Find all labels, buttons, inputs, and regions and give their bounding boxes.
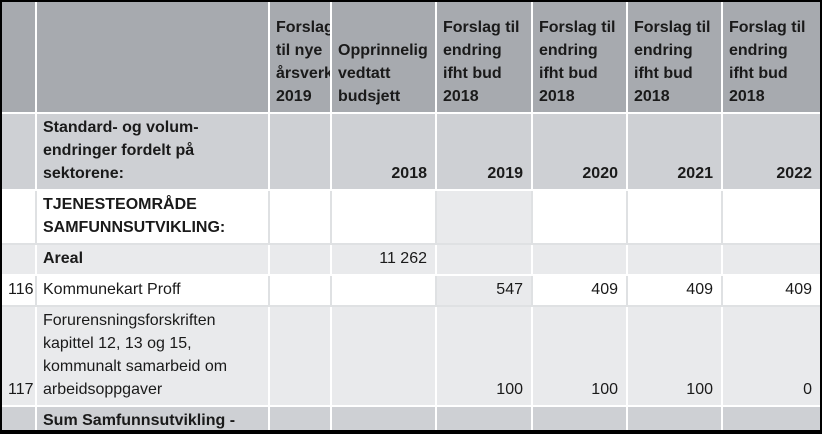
header-arsverk-cell: Forslag til nye årsverk 2019 xyxy=(270,2,332,114)
year-2020-cell: 2020 xyxy=(533,114,628,191)
value-budsjett: 11 262 xyxy=(332,245,437,276)
table-row-areal: Areal 11 262 xyxy=(2,245,820,276)
table-header-row: Forslag til nye årsverk 2019 Opprinnelig… xyxy=(2,2,820,114)
row-label: Kommunekart Proff xyxy=(37,276,270,307)
header-endring-2021-cell: Forslag til endring ifht bud 2018 xyxy=(628,2,723,114)
table-row-117: 117 Forurensningsforskriften kapittel 12… xyxy=(2,307,820,407)
header-label-cell xyxy=(37,2,270,114)
row-id: 117 xyxy=(2,307,37,407)
year-2021-cell: 2021 xyxy=(628,114,723,191)
header-id-cell xyxy=(2,2,37,114)
value-2022: 409 xyxy=(723,407,820,430)
row-label: Sum Samfunnsutvikling - Areal xyxy=(37,407,270,430)
row-label: Forurensningsforskriften kapittel 12, 13… xyxy=(37,307,270,407)
value-2020: 100 xyxy=(533,307,628,407)
table-row-sum: Sum Samfunnsutvikling - Areal 647 509 50… xyxy=(2,407,820,430)
row-id: 116 xyxy=(2,276,37,307)
value-2022: 0 xyxy=(723,307,820,407)
header-endring-2019-cell: Forslag til endring ifht bud 2018 xyxy=(437,2,533,114)
row-label: TJENESTEOMRÅDE SAMFUNNSUTVIKLING: xyxy=(37,191,270,245)
value-2019: 647 xyxy=(437,407,533,430)
value-2021: 409 xyxy=(628,276,723,307)
table-row-subheader: Standard- og volum- endringer fordelt på… xyxy=(2,114,820,191)
value-2019: 547 xyxy=(437,276,533,307)
header-endring-2020-cell: Forslag til endring ifht bud 2018 xyxy=(533,2,628,114)
table-row-tjenesteomrade: TJENESTEOMRÅDE SAMFUNNSUTVIKLING: xyxy=(2,191,820,245)
row-label: Standard- og volum- endringer fordelt på… xyxy=(37,114,270,191)
header-endring-2022-cell: Forslag til endring ifht bud 2018 xyxy=(723,2,820,114)
value-2021: 100 xyxy=(628,307,723,407)
value-2021: 509 xyxy=(628,407,723,430)
year-2022-cell: 2022 xyxy=(723,114,820,191)
value-2022: 409 xyxy=(723,276,820,307)
row-label: Areal xyxy=(37,245,270,276)
value-2020: 509 xyxy=(533,407,628,430)
table-row-116: 116 Kommunekart Proff 547 409 409 409 xyxy=(2,276,820,307)
value-2019: 100 xyxy=(437,307,533,407)
year-2018-cell: 2018 xyxy=(332,114,437,191)
year-2019-cell: 2019 xyxy=(437,114,533,191)
header-budsjett-cell: Opprinnelig vedtatt budsjett xyxy=(332,2,437,114)
value-2020: 409 xyxy=(533,276,628,307)
